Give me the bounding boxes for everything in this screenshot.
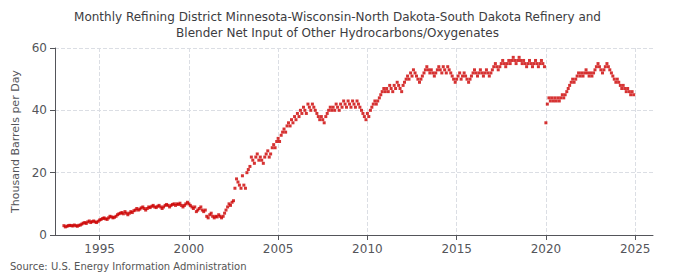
- svg-text:2010: 2010: [352, 242, 383, 256]
- svg-text:2020: 2020: [531, 242, 562, 256]
- svg-text:Source: U.S. Energy Informatio: Source: U.S. Energy Information Administ…: [10, 261, 247, 272]
- svg-text:0: 0: [39, 228, 47, 242]
- svg-text:2005: 2005: [263, 242, 294, 256]
- svg-text:2015: 2015: [441, 242, 472, 256]
- svg-text:Thousand Barrels per Day: Thousand Barrels per Day: [9, 70, 22, 214]
- svg-text:Monthly Refining District Minn: Monthly Refining District Minnesota-Wisc…: [74, 10, 601, 24]
- svg-text:Blender Net Input of Other Hyd: Blender Net Input of Other Hydrocarbons/…: [176, 26, 499, 40]
- svg-text:60: 60: [32, 41, 47, 55]
- svg-text:2000: 2000: [174, 242, 205, 256]
- svg-text:40: 40: [32, 103, 47, 117]
- svg-text:2025: 2025: [620, 242, 651, 256]
- svg-text:1995: 1995: [84, 242, 115, 256]
- svg-text:20: 20: [32, 166, 47, 180]
